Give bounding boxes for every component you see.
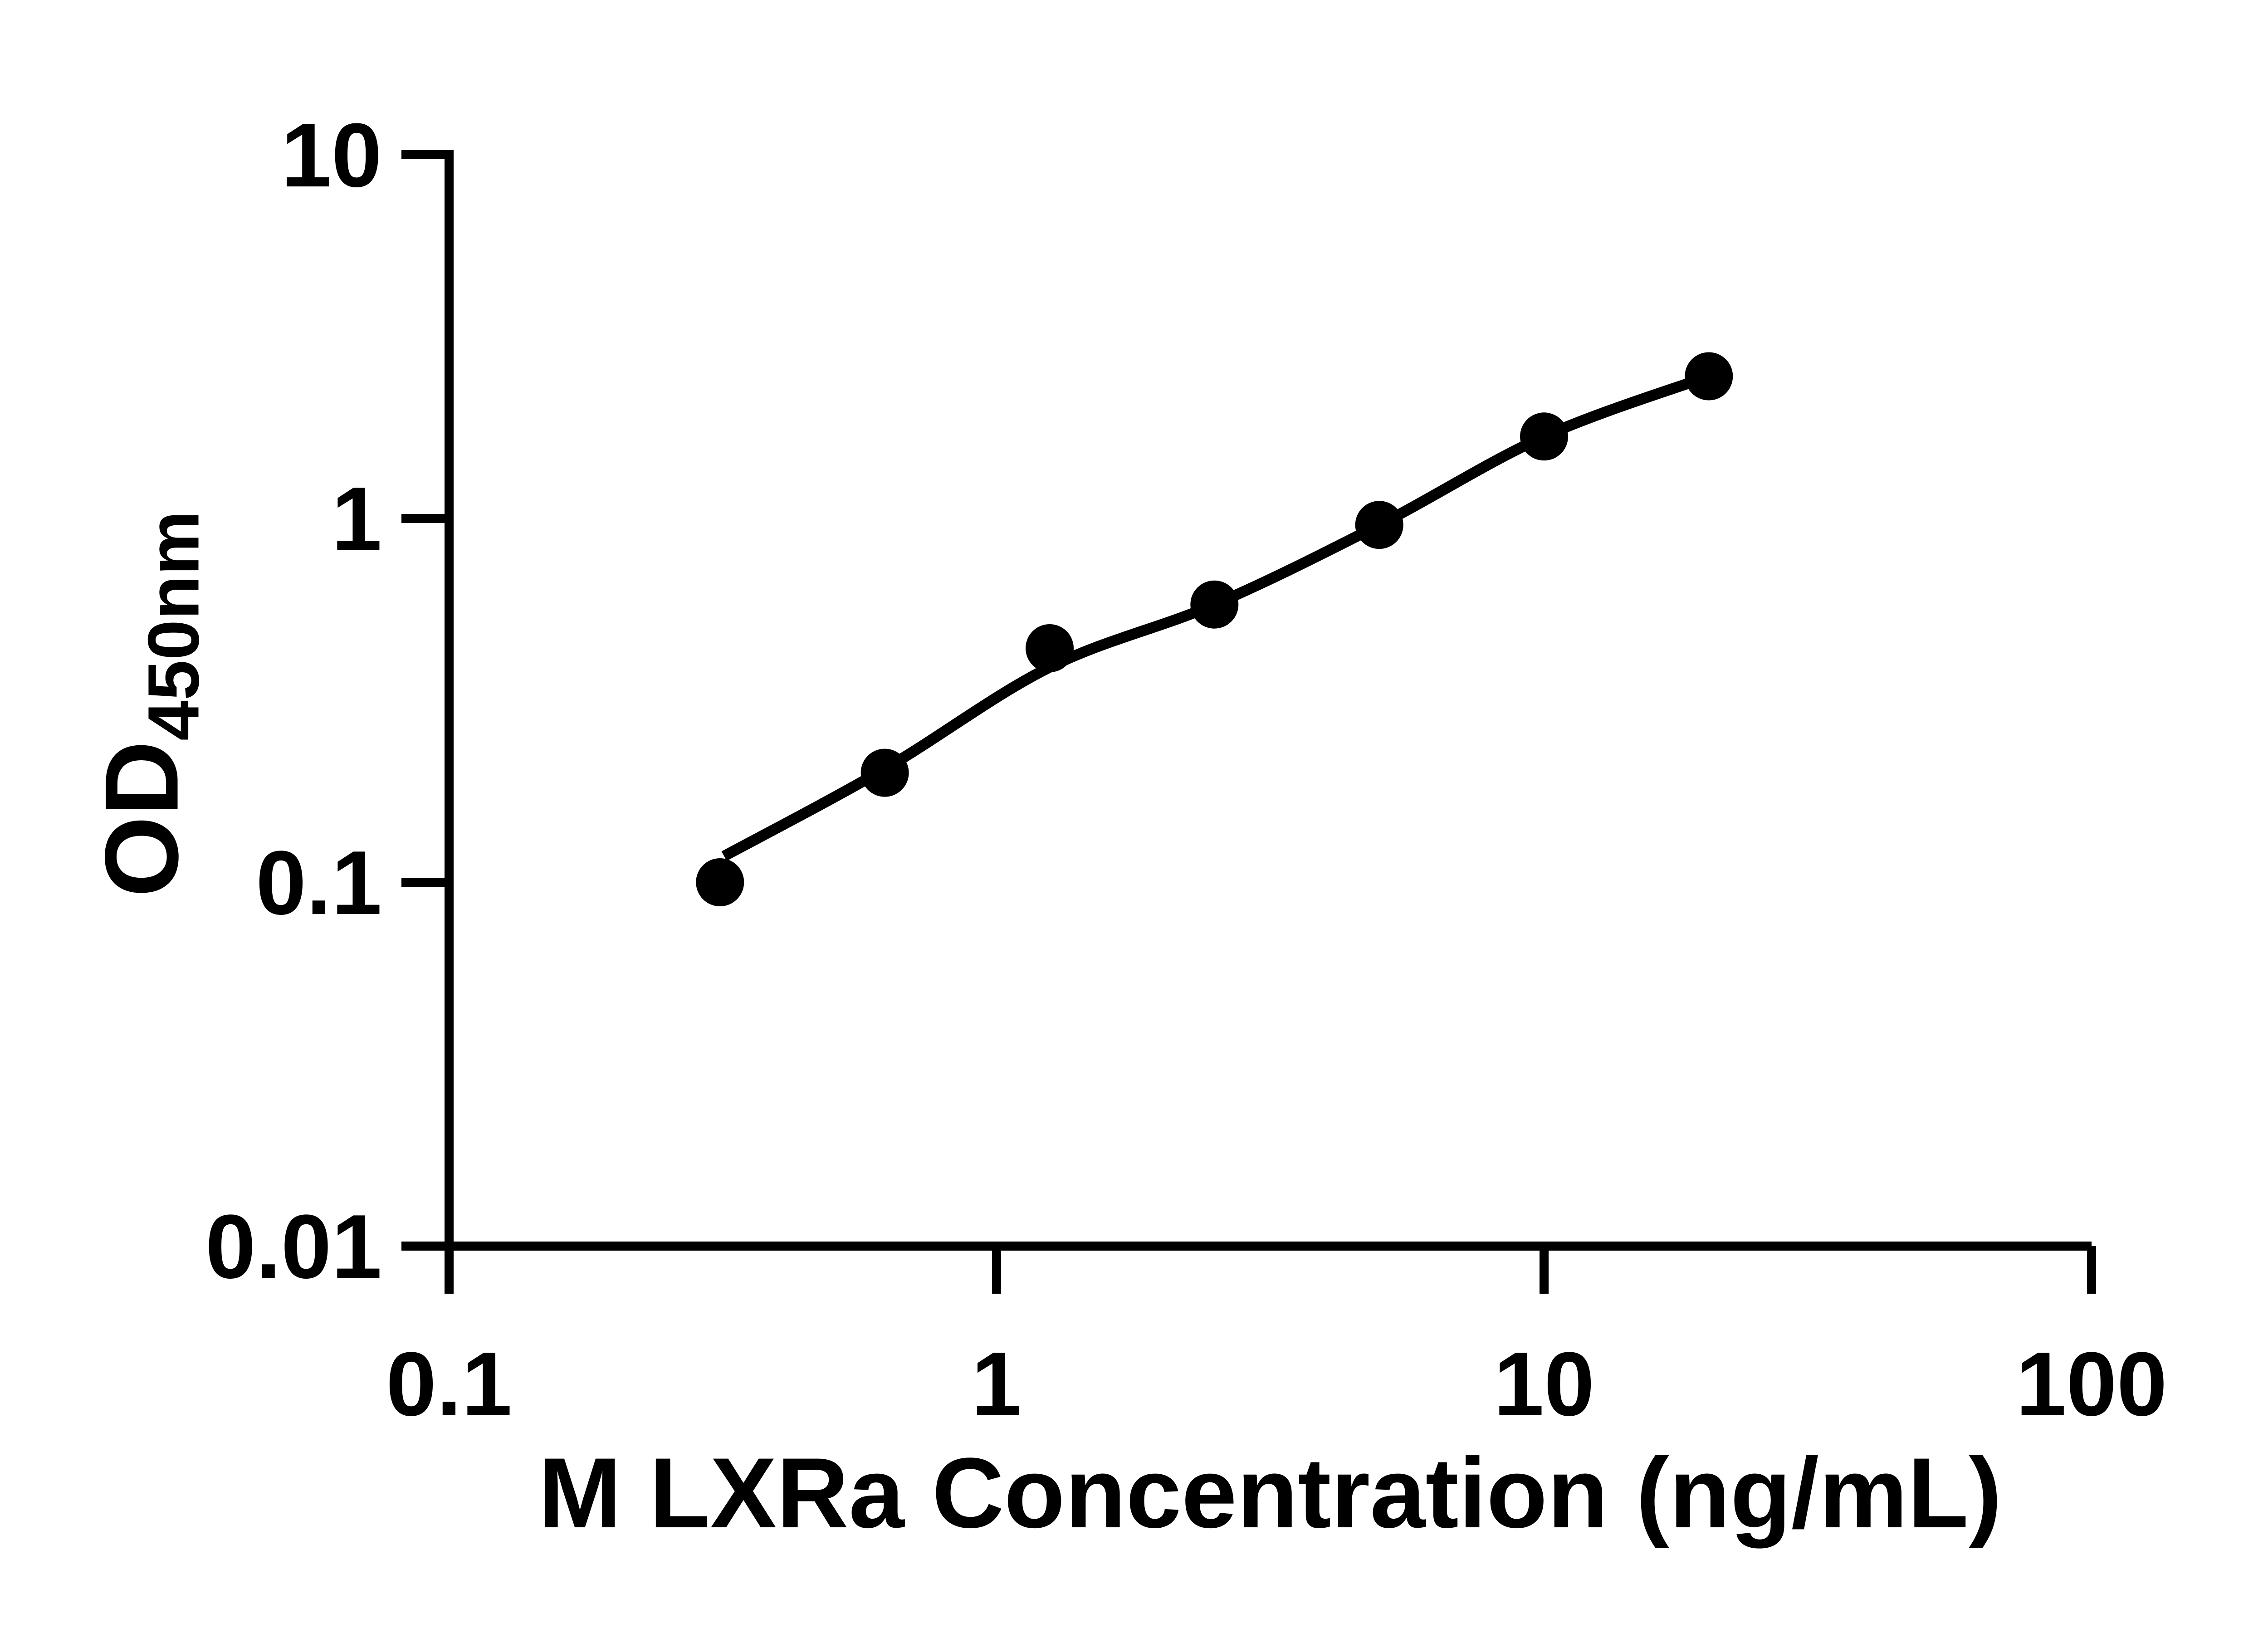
x-tick-label: 0.1 — [386, 1334, 512, 1435]
data-point-marker — [1355, 501, 1403, 549]
y-tick-label: 1 — [332, 469, 382, 570]
data-point-marker — [1685, 352, 1733, 401]
x-axis-title: M LXRa Concentration (ng/mL) — [538, 1437, 2002, 1549]
data-point-marker — [1520, 412, 1568, 461]
x-tick-label: 10 — [1494, 1334, 1594, 1435]
y-tick-label: 10 — [281, 105, 382, 206]
y-axis-title-subscript: 450nm — [132, 511, 214, 741]
x-tick-label: 1 — [971, 1334, 1022, 1435]
data-point-marker — [1190, 580, 1239, 629]
data-point-marker — [1026, 624, 1074, 672]
y-tick-label: 0.01 — [205, 1196, 382, 1297]
x-tick-label: 100 — [2016, 1334, 2167, 1435]
y-tick-label: 0.1 — [256, 832, 382, 934]
y-axis-title: OD450nm — [83, 511, 214, 897]
data-point-marker — [860, 748, 909, 797]
y-axis-title-base: OD — [83, 740, 200, 897]
data-point-marker — [696, 858, 744, 906]
